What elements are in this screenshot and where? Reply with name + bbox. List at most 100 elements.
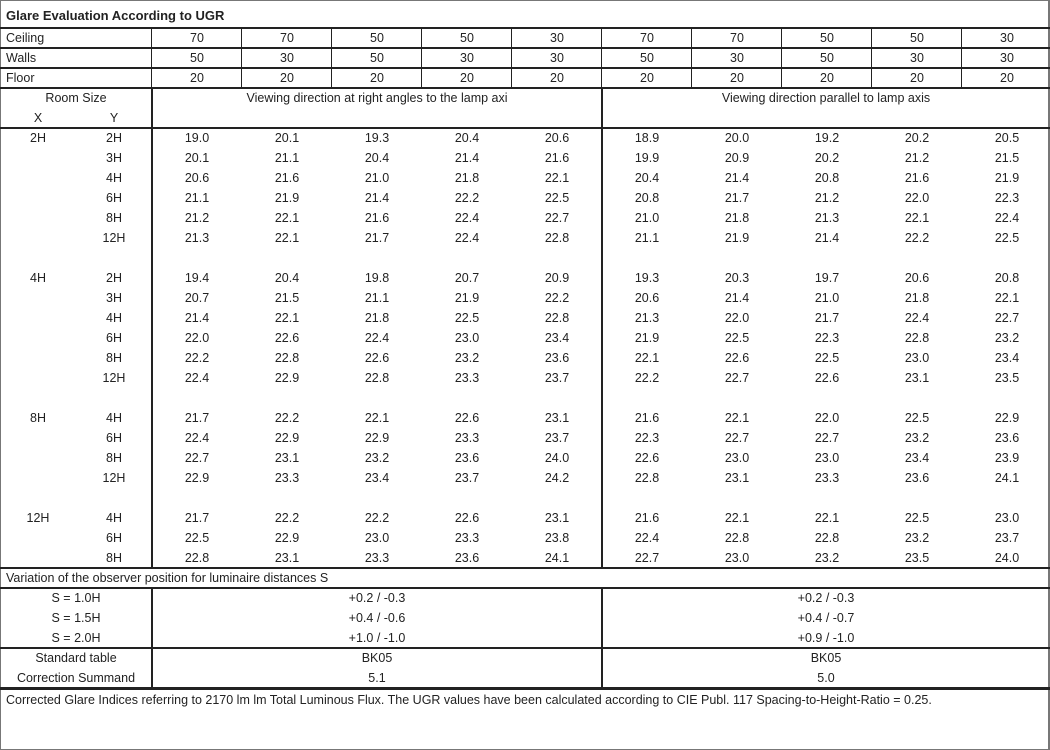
ugr-value: 23.0 (724, 451, 750, 465)
standard-perpendicular: 5.1 (368, 671, 386, 685)
col-divider (151, 28, 152, 88)
ugr-value: 22.5 (904, 411, 930, 425)
ugr-value: 23.2 (904, 531, 930, 545)
ugr-value: 22.1 (364, 411, 390, 425)
reflectance-value: 30 (1000, 31, 1014, 45)
ugr-value: 22.0 (724, 311, 750, 325)
ugr-value: 22.4 (994, 211, 1020, 225)
ugr-value: 24.1 (994, 471, 1020, 485)
ugr-value: 21.7 (724, 191, 750, 205)
reflectance-value: 50 (820, 51, 834, 65)
ugr-value: 22.7 (994, 311, 1020, 325)
standard-parallel: 5.0 (817, 671, 835, 685)
ugr-value: 22.1 (724, 511, 750, 525)
ugr-value: 20.6 (904, 271, 930, 285)
room-y: 12H (102, 371, 126, 385)
ugr-value: 21.8 (454, 171, 480, 185)
ugr-value: 20.6 (544, 131, 570, 145)
ugr-value: 22.6 (814, 371, 840, 385)
ugr-value: 22.9 (274, 531, 300, 545)
row-divider (0, 87, 1050, 89)
row-divider (0, 647, 1050, 649)
room-y: 2H (106, 271, 122, 285)
col-divider (331, 28, 332, 88)
ugr-value: 22.6 (724, 351, 750, 365)
ugr-value: 22.0 (904, 191, 930, 205)
reflectance-value: 50 (370, 31, 384, 45)
ugr-value: 23.1 (904, 371, 930, 385)
ugr-value: 23.2 (904, 431, 930, 445)
ugr-value: 22.0 (184, 331, 210, 345)
ugr-value: 22.5 (904, 511, 930, 525)
ugr-value: 18.9 (634, 131, 660, 145)
ugr-value: 19.7 (814, 271, 840, 285)
ugr-value: 23.2 (454, 351, 480, 365)
ugr-value: 20.7 (454, 271, 480, 285)
ugr-value: 23.6 (904, 471, 930, 485)
ugr-value: 22.6 (274, 331, 300, 345)
ugr-value: 23.2 (364, 451, 390, 465)
ugr-value: 21.7 (814, 311, 840, 325)
ugr-value: 23.0 (994, 511, 1020, 525)
ugr-value: 20.2 (814, 151, 840, 165)
reflectance-value: 30 (910, 51, 924, 65)
room-y: 12H (102, 231, 126, 245)
ugr-value: 22.8 (814, 531, 840, 545)
standard-label: Standard table (35, 651, 117, 665)
ugr-value: 22.9 (184, 471, 210, 485)
ugr-value: 23.3 (454, 431, 480, 445)
ugr-value: 21.1 (364, 291, 390, 305)
room-y: 4H (106, 511, 122, 525)
ugr-value: 21.7 (364, 231, 390, 245)
ugr-value: 19.2 (814, 131, 840, 145)
row-divider (0, 67, 1050, 69)
variation-parallel: +0.2 / -0.3 (797, 591, 855, 605)
ugr-value: 20.6 (184, 171, 210, 185)
ugr-value: 22.9 (364, 431, 390, 445)
ugr-value: 21.4 (184, 311, 210, 325)
reflectance-value: 20 (640, 71, 654, 85)
ugr-value: 22.6 (364, 351, 390, 365)
table-title: Glare Evaluation According to UGR (6, 8, 225, 23)
ugr-value: 22.5 (724, 331, 750, 345)
ugr-value: 21.1 (634, 231, 660, 245)
parallel-header: Viewing direction parallel to lamp axis (721, 91, 931, 105)
col-divider (781, 28, 782, 88)
ugr-value: 19.8 (364, 271, 390, 285)
reflectance-value: 20 (370, 71, 384, 85)
ugr-value: 22.8 (184, 551, 210, 565)
variation-perpendicular: +1.0 / -1.0 (348, 631, 406, 645)
ugr-value: 21.3 (184, 231, 210, 245)
reflectance-value: 30 (280, 51, 294, 65)
room-y: 8H (106, 351, 122, 365)
col-divider (961, 28, 962, 88)
ugr-value: 20.9 (544, 271, 570, 285)
ugr-value: 21.0 (814, 291, 840, 305)
ugr-value: 19.0 (184, 131, 210, 145)
variation-parallel: +0.9 / -1.0 (797, 631, 855, 645)
ugr-value: 20.4 (364, 151, 390, 165)
row-divider (0, 567, 1050, 569)
ugr-value: 21.8 (904, 291, 930, 305)
room-y: 6H (106, 331, 122, 345)
ugr-value: 22.5 (184, 531, 210, 545)
room-y: 4H (106, 411, 122, 425)
ugr-value: 22.1 (724, 411, 750, 425)
ugr-value: 21.4 (454, 151, 480, 165)
reflectance-value: 70 (640, 31, 654, 45)
ugr-value: 23.9 (994, 451, 1020, 465)
ugr-value: 22.4 (364, 331, 390, 345)
ugr-value: 23.4 (904, 451, 930, 465)
ugr-value: 22.9 (274, 431, 300, 445)
reflectance-value: 20 (550, 71, 564, 85)
ugr-value: 24.1 (544, 551, 570, 565)
ugr-value: 22.7 (814, 431, 840, 445)
ugr-value: 23.2 (814, 551, 840, 565)
ugr-value: 19.3 (364, 131, 390, 145)
ugr-value: 23.3 (364, 551, 390, 565)
col-divider (241, 28, 242, 88)
room-y: 12H (102, 471, 126, 485)
ugr-value: 20.9 (724, 151, 750, 165)
ugr-value: 21.3 (814, 211, 840, 225)
col-divider (151, 88, 153, 568)
